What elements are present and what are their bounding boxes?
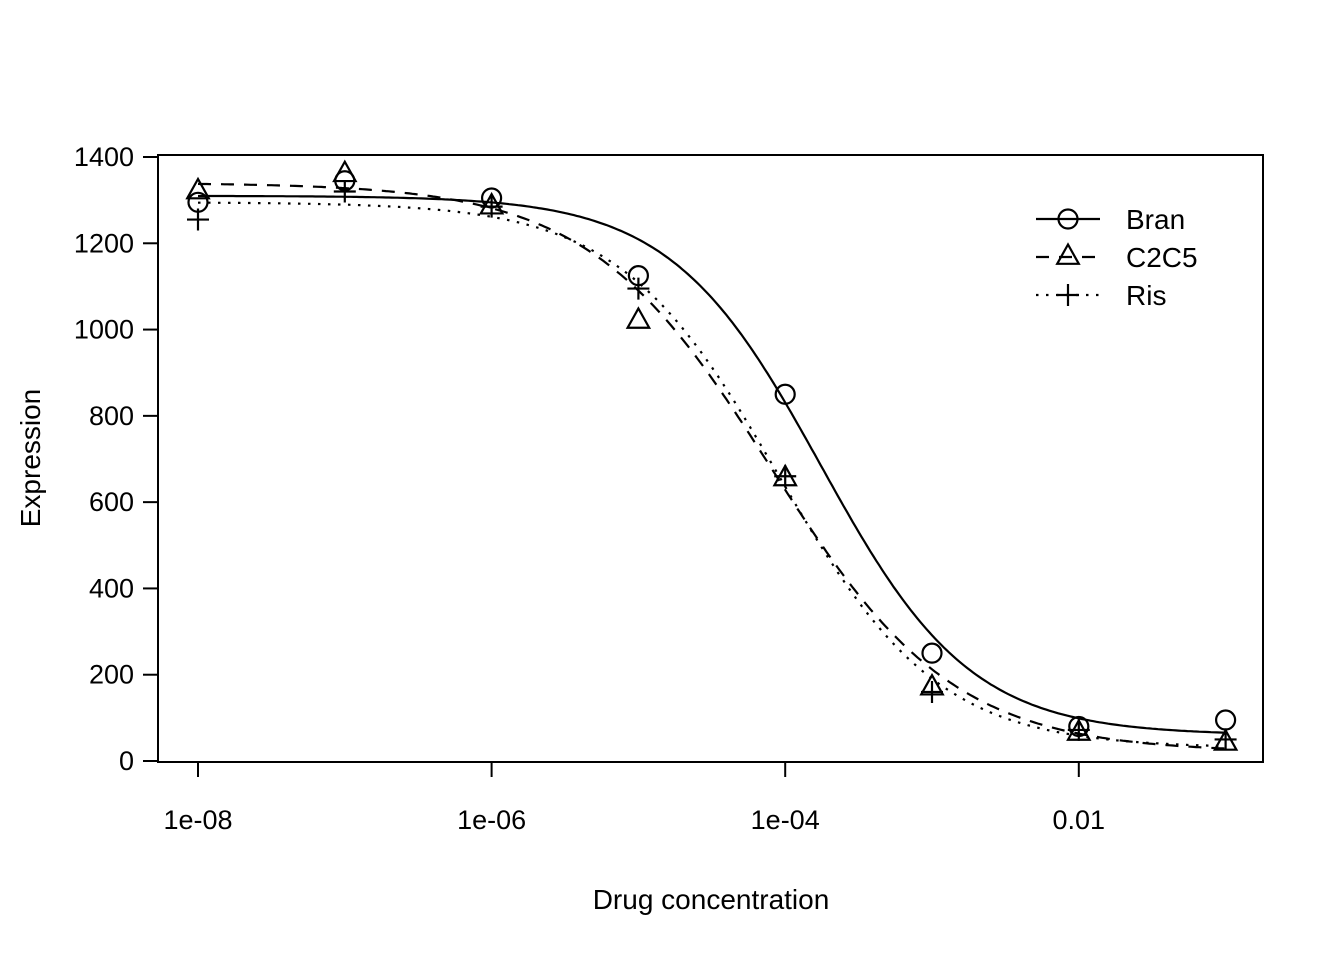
fit-curve-c2c5: [197, 182, 1226, 750]
marker-plus: [1057, 284, 1079, 306]
x-axis-tick-label: 1e-08: [163, 805, 232, 835]
marker-triangle: [1055, 242, 1081, 265]
marker-plus: [480, 195, 503, 218]
legend-label-bran: Bran: [1126, 204, 1185, 235]
marker-plus: [333, 180, 356, 203]
legend-label-ris: Ris: [1126, 280, 1166, 311]
y-axis-tick-label: 800: [89, 401, 134, 431]
marker-plus: [774, 465, 797, 488]
marker-circle: [921, 642, 943, 664]
fit-curve-ris: [198, 201, 1226, 748]
y-axis-tick-label: 0: [119, 746, 134, 776]
marker-circle: [1214, 709, 1237, 731]
y-axis-tick-label: 600: [89, 487, 134, 517]
y-axis-tick-label: 400: [89, 573, 134, 603]
marker-triangle: [185, 176, 211, 200]
marker-circle: [1057, 208, 1079, 230]
x-axis-tick-label: 1e-06: [457, 805, 526, 835]
x-axis-tick-label: 1e-04: [751, 805, 820, 835]
marker-plus: [1067, 718, 1090, 741]
y-axis-tick-label: 1000: [74, 315, 134, 345]
y-axis-title: Expression: [15, 389, 46, 528]
marker-triangle: [625, 306, 652, 329]
x-axis-tick-label: 0.01: [1053, 805, 1106, 835]
marker-plus: [627, 277, 650, 300]
plot-border: [157, 154, 1264, 763]
legend-label-c2c5: C2C5: [1126, 242, 1198, 273]
y-axis-tick-label: 1400: [74, 142, 134, 172]
x-axis-title: Drug concentration: [593, 884, 830, 915]
marker-circle: [774, 383, 796, 405]
y-axis-tick-label: 1200: [74, 228, 134, 258]
marker-plus: [921, 680, 943, 703]
y-axis-tick-label: 200: [89, 660, 134, 690]
marker-plus: [187, 208, 209, 231]
marker-plus: [1214, 728, 1237, 751]
fit-curve-bran: [198, 194, 1226, 734]
